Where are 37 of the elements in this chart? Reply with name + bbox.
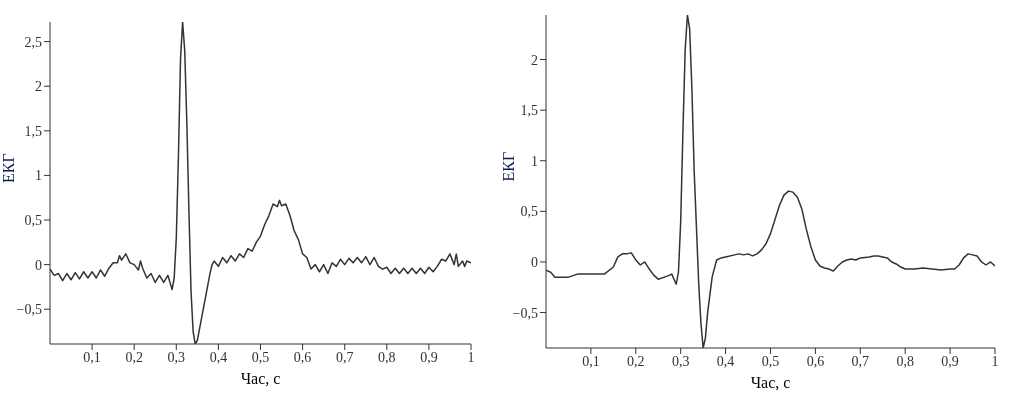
- y-tick-label: 0: [531, 254, 538, 270]
- x-tick-label: 0,2: [125, 349, 143, 365]
- y-tick-label: 0,5: [24, 212, 42, 228]
- x-tick-label: 0,4: [209, 349, 228, 365]
- y-tick-label: 0: [35, 257, 42, 273]
- x-tick-label: 0,2: [627, 353, 645, 369]
- x-tick-label: 0,5: [761, 353, 780, 369]
- x-tick-label: 0,5: [251, 349, 270, 365]
- x-tick-label: 0,6: [806, 353, 825, 369]
- y-tick-label: 2,5: [24, 34, 42, 50]
- y-tick-label: 1: [35, 168, 42, 184]
- y-tick-label: 2: [35, 79, 42, 95]
- y-tick-label: 1,5: [24, 123, 42, 139]
- x-tick-label: 0,6: [293, 349, 312, 365]
- x-tick-label: 0,3: [671, 353, 690, 369]
- x-tick-label: 0,9: [420, 349, 438, 365]
- y-axis-title: ЕКГ: [0, 153, 17, 183]
- y-axis-title: ЕКГ: [499, 151, 517, 182]
- x-tick-label: 0,3: [167, 349, 186, 365]
- x-tick-label: 0,9: [941, 353, 959, 369]
- y-tick-label: 1: [531, 153, 538, 169]
- x-axis-title: Час, с: [240, 370, 281, 387]
- x-tick-label: 1: [467, 349, 475, 365]
- y-tick-label: −0,5: [512, 305, 538, 321]
- y-tick-label: −0,5: [16, 302, 42, 318]
- x-tick-label: 0,8: [378, 349, 396, 365]
- x-tick-label: 0,4: [716, 353, 735, 369]
- x-tick-label: 0,7: [851, 353, 870, 369]
- y-tick-label: 0,5: [520, 204, 538, 220]
- x-tick-label: 0,1: [582, 353, 600, 369]
- y-tick-label: 2: [531, 52, 538, 68]
- x-tick-label: 1: [991, 353, 999, 369]
- y-tick-label: 1,5: [520, 103, 538, 119]
- x-tick-label: 0,1: [83, 349, 101, 365]
- x-tick-label: 0,8: [896, 353, 914, 369]
- x-tick-label: 0,7: [335, 349, 354, 365]
- x-axis-title: Час, с: [750, 374, 791, 391]
